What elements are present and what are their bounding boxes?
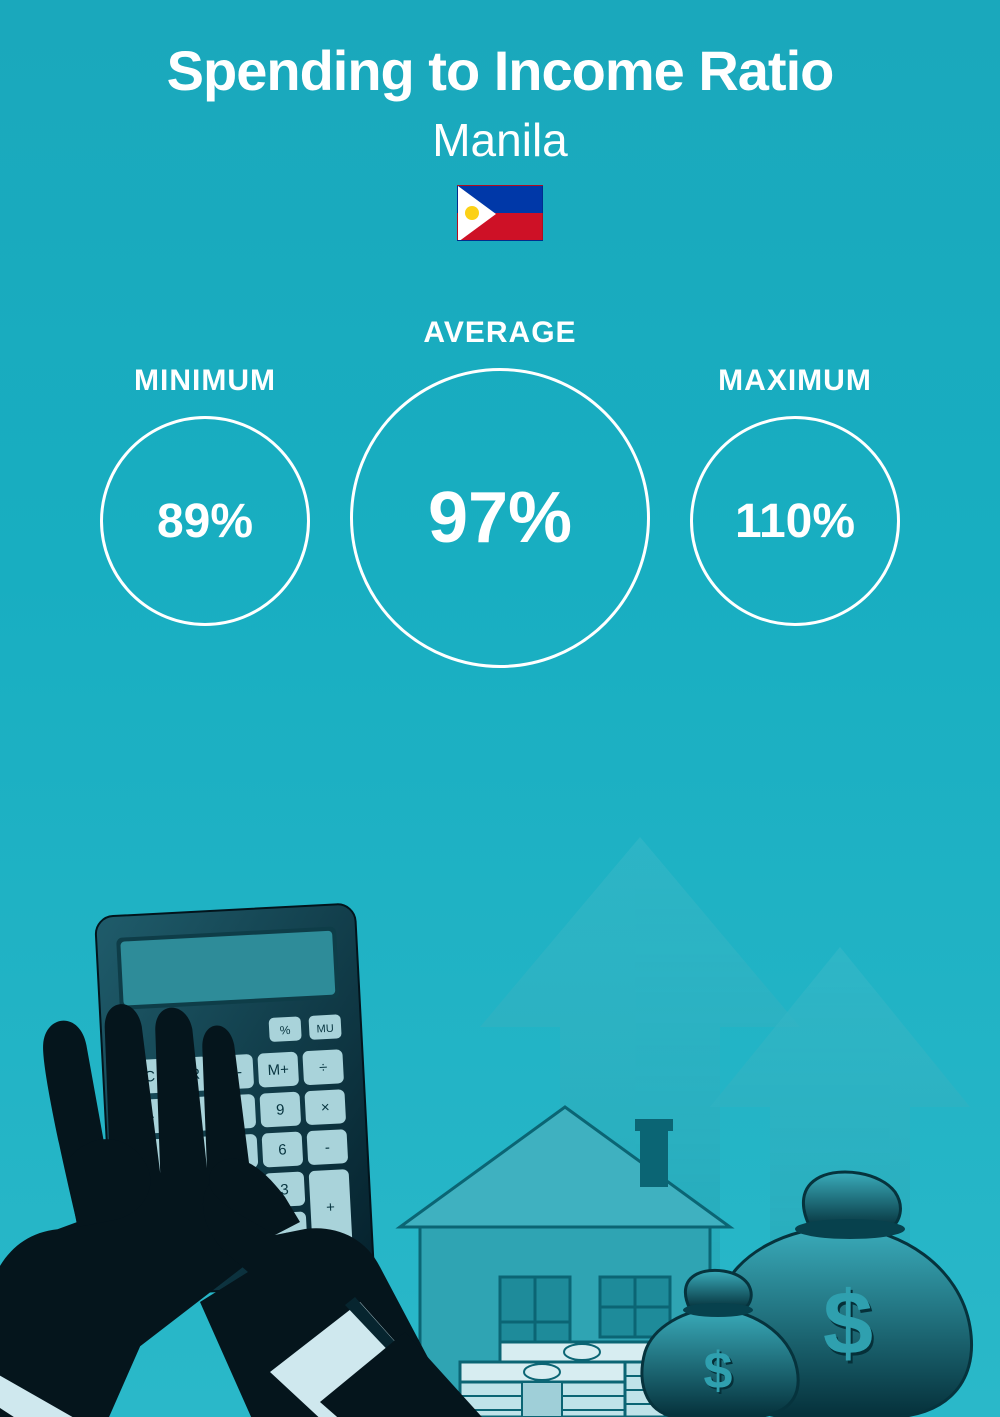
location-subtitle: Manila	[0, 113, 1000, 167]
stat-average-value: 97%	[428, 477, 572, 559]
stat-minimum-label: MINIMUM	[134, 364, 276, 398]
stat-maximum-circle: 110%	[690, 416, 900, 626]
stat-maximum-value: 110%	[735, 494, 855, 549]
stat-minimum-value: 89%	[157, 494, 253, 549]
header: Spending to Income Ratio Manila	[0, 0, 1000, 246]
philippines-flag-icon	[457, 185, 543, 241]
stat-average-label: AVERAGE	[423, 316, 576, 350]
stat-minimum-circle: 89%	[100, 416, 310, 626]
stats-row: MINIMUM 89% AVERAGE 97% MAXIMUM 110%	[0, 316, 1000, 668]
stat-maximum: MAXIMUM 110%	[690, 364, 900, 626]
stat-average-circle: 97%	[350, 368, 650, 668]
stat-average: AVERAGE 97%	[350, 316, 650, 668]
page-title: Spending to Income Ratio	[0, 38, 1000, 103]
stat-maximum-label: MAXIMUM	[718, 364, 872, 398]
flag-sun-icon	[466, 207, 478, 219]
stat-minimum: MINIMUM 89%	[100, 364, 310, 626]
